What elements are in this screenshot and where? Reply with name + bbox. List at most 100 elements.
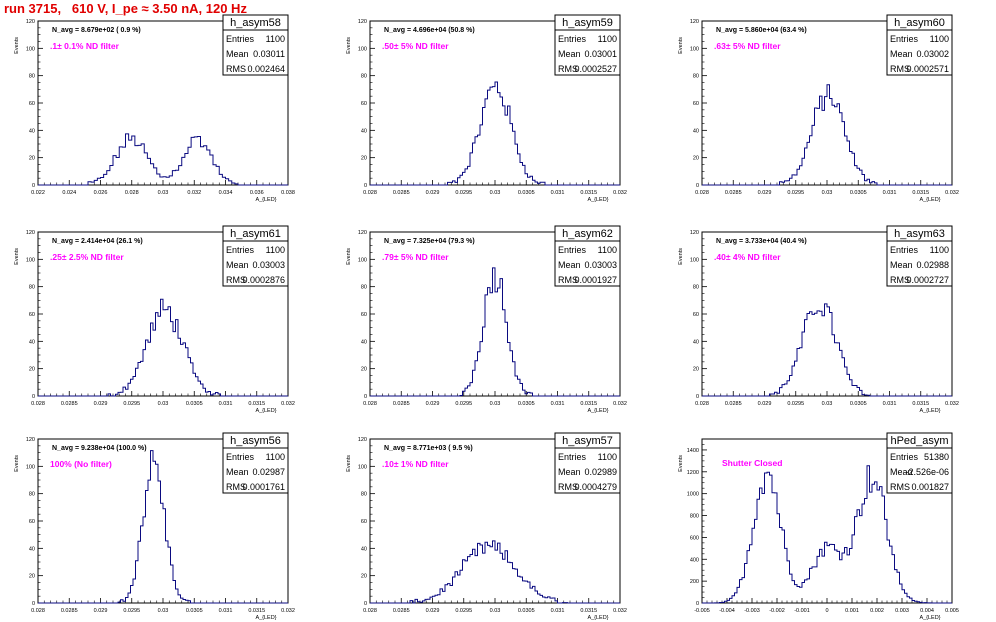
- x-tick-label: 0: [825, 608, 828, 614]
- x-tick-label: 0.0285: [725, 401, 742, 407]
- x-tick-label: 0.03: [822, 401, 833, 407]
- filter-annotation: .40± 4% ND filter: [714, 252, 781, 262]
- histogram-panel-h_asym60: 0.028 0.0285 0.029 0.0295 0.03 0.0305 0.031 0.0…: [678, 14, 959, 203]
- y-axis-label: Events: [346, 37, 352, 54]
- y-tick-label: 60: [29, 312, 35, 318]
- x-tick-label: 0.0305: [518, 401, 535, 407]
- x-tick-label: 0.0305: [850, 401, 867, 407]
- stat-value-rms: 0.0002527: [574, 64, 617, 74]
- stat-value-entries: 1100: [266, 245, 285, 255]
- x-tick-label: 0.003: [895, 608, 909, 614]
- y-tick-label: 1400: [687, 448, 699, 454]
- stat-value-entries: 1100: [266, 34, 285, 44]
- x-tick-label: 0.028: [125, 190, 139, 196]
- x-tick-label: 0.0285: [393, 190, 410, 196]
- y-tick-label: 0: [32, 601, 35, 607]
- y-tick-label: 1000: [687, 492, 699, 498]
- y-tick-label: 120: [358, 437, 367, 443]
- stat-value-mean: 0.03003: [252, 260, 285, 270]
- y-tick-label: 40: [361, 339, 367, 345]
- y-tick-label: 20: [361, 574, 367, 580]
- stats-box: [886, 225, 953, 287]
- x-tick-label: 0.034: [219, 190, 233, 196]
- x-tick-label: 0.0285: [393, 401, 410, 407]
- histogram-panel-h_asym56: 0.028 0.0285 0.029 0.0295 0.03 0.0305 0.031 0.0…: [14, 432, 295, 621]
- x-tick-label: -0.003: [744, 608, 760, 614]
- stat-label-mean: Mean: [226, 49, 249, 59]
- y-axis-label: Events: [14, 37, 20, 54]
- x-axis-label: A_{LED}: [587, 197, 608, 203]
- x-tick-label: 0.028: [695, 190, 709, 196]
- stat-label-mean: Mean: [226, 260, 249, 270]
- stat-label-mean: Mean: [890, 467, 913, 477]
- x-tick-label: 0.0295: [787, 190, 804, 196]
- x-tick-label: 0.0295: [123, 608, 140, 614]
- y-tick-label: 60: [361, 519, 367, 525]
- y-axis-label: Events: [678, 455, 684, 472]
- y-axis-label: Events: [346, 455, 352, 472]
- y-tick-label: 120: [690, 19, 699, 25]
- stats-box: [222, 225, 289, 287]
- x-axis-label: A_{LED}: [255, 615, 276, 621]
- stat-label-mean: Mean: [558, 260, 581, 270]
- x-tick-label: 0.0305: [518, 190, 535, 196]
- filter-annotation: .50± 5% ND filter: [382, 41, 449, 51]
- x-tick-label: 0.001: [845, 608, 859, 614]
- histogram-panel-h_asym62: 0.028 0.0285 0.029 0.0295 0.03 0.0305 0.031 0.0…: [346, 225, 627, 414]
- y-axis-label: Events: [346, 248, 352, 265]
- x-axis-label: A_{LED}: [919, 197, 940, 203]
- stat-value-rms: 0.0002727: [906, 275, 949, 285]
- x-tick-label: 0.0295: [455, 190, 472, 196]
- y-tick-label: 0: [364, 394, 367, 400]
- histogram-panel-h_asym57: 0.028 0.0285 0.029 0.0295 0.03 0.0305 0.031 0.0…: [346, 432, 627, 621]
- stat-label-entries: Entries: [226, 34, 255, 44]
- y-tick-label: 20: [29, 367, 35, 373]
- stats-box: [554, 225, 621, 287]
- histogram-panel-hPed_asym: -0.005 -0.004 -0.003 -0.002 -0.001 0 0.001 0.00…: [678, 432, 959, 621]
- stat-label-mean: Mean: [890, 49, 913, 59]
- stats-box: [554, 14, 621, 76]
- y-tick-label: 60: [29, 101, 35, 107]
- y-axis-label: Events: [678, 37, 684, 54]
- x-tick-label: 0.028: [363, 190, 377, 196]
- y-axis-label: Events: [14, 248, 20, 265]
- x-axis-label: A_{LED}: [587, 408, 608, 414]
- x-tick-label: 0.031: [883, 401, 897, 407]
- y-tick-label: 0: [696, 394, 699, 400]
- x-tick-label: 0.0315: [912, 190, 929, 196]
- y-tick-label: 80: [693, 74, 699, 80]
- y-tick-label: 100: [26, 464, 35, 470]
- x-axis-label: A_{LED}: [255, 197, 276, 203]
- y-tick-label: 60: [29, 519, 35, 525]
- y-tick-label: 20: [361, 156, 367, 162]
- x-tick-label: 0.029: [758, 401, 772, 407]
- stat-value-entries: 1100: [598, 452, 617, 462]
- stat-value-entries: 51380: [924, 452, 949, 462]
- histogram-panel-h_asym63: 0.028 0.0285 0.029 0.0295 0.03 0.0305 0.031 0.0…: [678, 225, 959, 414]
- stat-value-mean: 0.02987: [252, 467, 285, 477]
- x-tick-label: 0.03: [158, 401, 169, 407]
- histogram-line: [38, 450, 288, 604]
- x-tick-label: 0.0295: [123, 401, 140, 407]
- y-axis-label: Events: [678, 248, 684, 265]
- stat-value-entries: 1100: [598, 34, 617, 44]
- y-tick-label: 200: [690, 579, 699, 585]
- y-tick-label: 120: [690, 230, 699, 236]
- navg-label: N_avg = 8.771e+03 ( 9.5 %): [384, 445, 473, 452]
- stat-label-rms: RMS: [890, 275, 910, 285]
- x-tick-label: 0.03: [158, 608, 169, 614]
- stats-box: [222, 432, 289, 494]
- y-tick-label: 400: [690, 557, 699, 563]
- x-tick-label: 0.03: [490, 401, 501, 407]
- x-tick-label: 0.026: [94, 190, 108, 196]
- y-tick-label: 40: [29, 546, 35, 552]
- run-title: run 3715, 610 V, I_pe ≈ 3.50 nA, 120 Hz: [4, 1, 247, 16]
- x-tick-label: 0.0305: [186, 608, 203, 614]
- x-tick-label: 0.0305: [186, 401, 203, 407]
- stat-value-entries: 1100: [930, 245, 949, 255]
- x-tick-label: 0.032: [281, 608, 295, 614]
- x-tick-label: 0.0285: [61, 608, 78, 614]
- stat-value-rms: 0.0002571: [906, 64, 949, 74]
- y-tick-label: 80: [29, 492, 35, 498]
